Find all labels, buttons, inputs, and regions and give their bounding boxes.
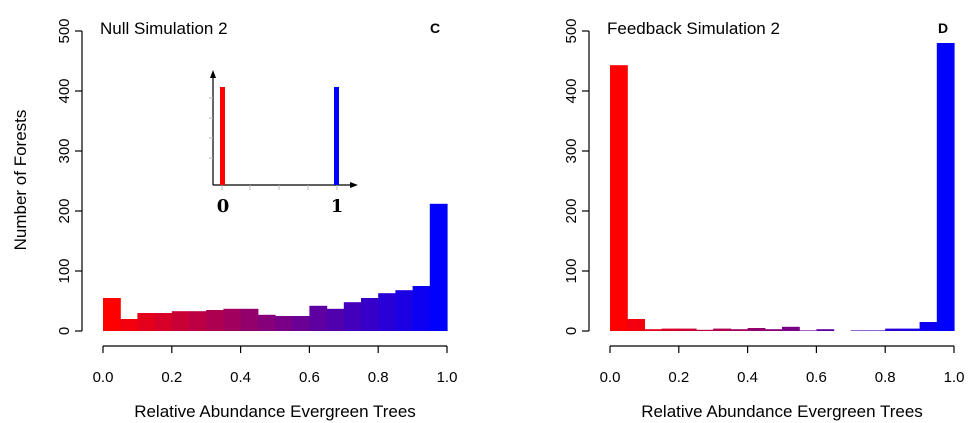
histogram-bar [868,330,886,331]
x-tick-label: 1.0 [944,369,965,386]
histogram-bar [713,328,731,331]
y-tick-label: 100 [56,258,73,283]
histogram-bar [627,319,645,331]
y-tick-label: 200 [56,198,73,223]
histogram-bar [189,311,207,331]
histogram-bar [936,43,955,331]
y-tick-label: 200 [563,198,580,223]
x-tick-label: 0.0 [93,369,114,386]
histogram-bar [275,316,293,331]
y-axis: 0 100 200 300 400 500 [563,18,590,335]
y-axis-title: Number of Forests [11,110,30,251]
inset-tick-label: 1 [331,196,344,217]
inset-bar [220,87,225,185]
histogram-bar [154,313,173,331]
histogram-bar [309,305,328,331]
histogram-bar [747,328,766,331]
histogram-bar [395,290,414,331]
histogram-bar [816,329,835,331]
histogram-bar [343,302,362,331]
y-tick-label: 400 [563,78,580,103]
histogram-bar [206,310,224,331]
x-axis-title: Relative Abundance Evergreen Trees [641,402,923,421]
y-tick-label: 500 [563,18,580,43]
x-tick-label: 0.0 [600,369,621,386]
histogram-bar [678,328,697,331]
y-tick-label: 300 [563,138,580,163]
histogram-bar [240,308,259,331]
histogram-bar [850,330,869,331]
histogram-bar [257,314,276,331]
x-tick-label: 0.4 [230,369,251,386]
x-tick-label: 0.6 [806,369,827,386]
x-tick-label: 0.6 [299,369,320,386]
panel-null-simulation: Null Simulation 2 C Number of Forests Re… [11,18,457,421]
y-tick-label: 300 [56,138,73,163]
panel-feedback-simulation: Feedback Simulation 2 D Relative Abundan… [563,18,964,421]
histogram-bar [730,329,749,331]
panel-label: C [430,20,440,36]
histogram-bar [223,308,242,331]
histogram-bar [885,328,903,331]
histogram-bar [378,293,396,331]
histogram-bar [610,65,628,331]
y-tick-label: 500 [56,18,73,43]
x-axis-title: Relative Abundance Evergreen Trees [134,402,416,421]
histogram-bar [799,330,817,331]
panel-title: Null Simulation 2 [100,19,228,38]
x-tick-label: 0.8 [368,369,389,386]
histogram-bar [361,298,379,331]
histogram-bar [103,298,121,331]
x-axis: 0.0 0.2 0.4 0.6 0.8 1.0 [600,345,965,386]
y-tick-label: 0 [563,327,580,335]
x-tick-label: 0.2 [161,369,182,386]
histogram-bar [902,328,921,331]
histogram-bar [137,313,156,331]
x-tick-label: 0.2 [668,369,689,386]
histogram-bars [103,203,448,331]
panel-title: Feedback Simulation 2 [607,19,780,38]
histogram-bar [919,322,938,331]
inset-histogram: 0 1 [209,70,358,217]
histogram-bar [120,319,138,331]
histogram-bars [610,43,955,331]
y-tick-label: 400 [56,78,73,103]
histogram-bar [696,329,714,331]
x-tick-label: 0.8 [875,369,896,386]
histogram-bar [171,311,190,331]
inset-y-arrow [210,70,216,78]
inset-bar [334,87,339,185]
y-tick-label: 0 [56,327,73,335]
panel-label: D [938,20,948,36]
x-tick-label: 0.4 [737,369,758,386]
histogram-bar [661,328,680,331]
histogram-bar [644,329,663,331]
inset-x-arrow [350,182,358,188]
histogram-bar [326,308,345,331]
histogram-bar [782,326,800,331]
y-tick-label: 100 [563,258,580,283]
histogram-bar [764,329,783,331]
x-axis: 0.0 0.2 0.4 0.6 0.8 1.0 [93,345,458,386]
x-tick-label: 1.0 [437,369,458,386]
inset-tick-label: 0 [217,196,230,217]
histogram-bar [429,203,448,331]
histogram-bar [412,286,431,331]
histogram-bar [292,316,310,331]
y-axis: 0 100 200 300 400 500 [56,18,83,335]
inset-ticks [209,97,338,190]
